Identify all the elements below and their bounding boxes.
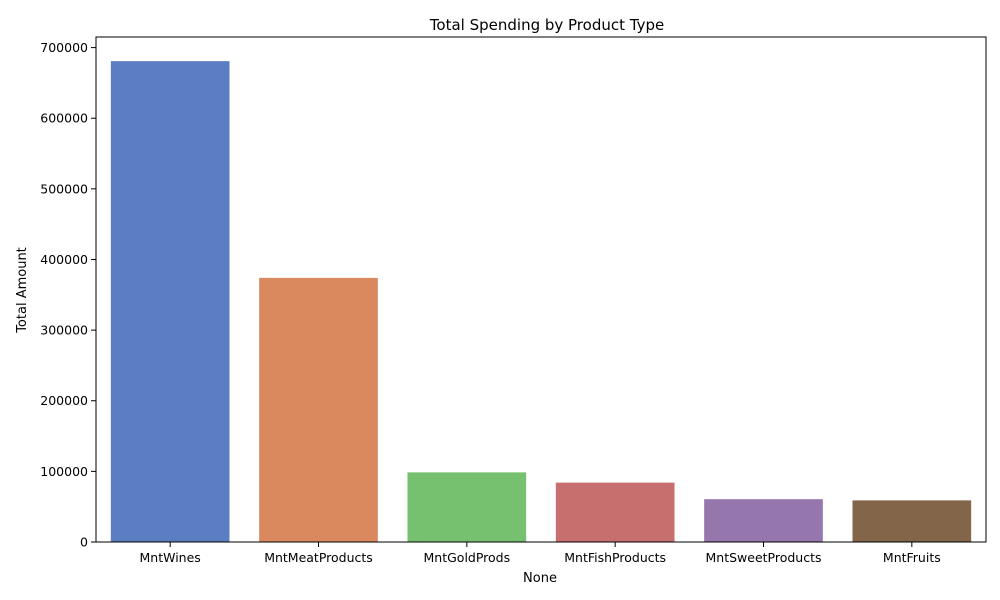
x-tick-label: MntFruits xyxy=(883,550,941,565)
bar-mntgoldprods xyxy=(407,472,527,542)
y-tick-label: 700000 xyxy=(40,40,88,55)
y-tick-label: 400000 xyxy=(40,252,88,267)
y-tick-label: 200000 xyxy=(40,393,88,408)
y-tick-label: 500000 xyxy=(40,181,88,196)
x-tick-label: MntGoldProds xyxy=(424,550,511,565)
y-tick-label: 300000 xyxy=(40,323,88,338)
x-tick-label: MntWines xyxy=(140,550,201,565)
plot-frame xyxy=(95,36,987,543)
y-axis-title: Total Amount xyxy=(15,247,30,334)
x-axis-title: None xyxy=(523,571,557,586)
plot-area: 0 100000 200000 300000 400000 500000 600000 700… xyxy=(40,36,987,565)
x-tick-label: MntSweetProducts xyxy=(705,550,821,565)
bar-mntfishproducts xyxy=(555,482,675,542)
bar-mntfruits xyxy=(852,500,972,542)
x-tick-label: MntFishProducts xyxy=(564,550,666,565)
bar-mntsweetproducts xyxy=(704,499,823,542)
chart-title: Total Spending by Product Type xyxy=(429,16,664,34)
bar-mntmeatproducts xyxy=(259,277,378,542)
bar-mntwines xyxy=(110,61,230,542)
y-tick-label: 0 xyxy=(80,535,88,550)
y-tick-label: 600000 xyxy=(40,111,88,126)
y-tick-label: 100000 xyxy=(40,464,88,479)
x-tick-label: MntMeatProducts xyxy=(264,550,373,565)
